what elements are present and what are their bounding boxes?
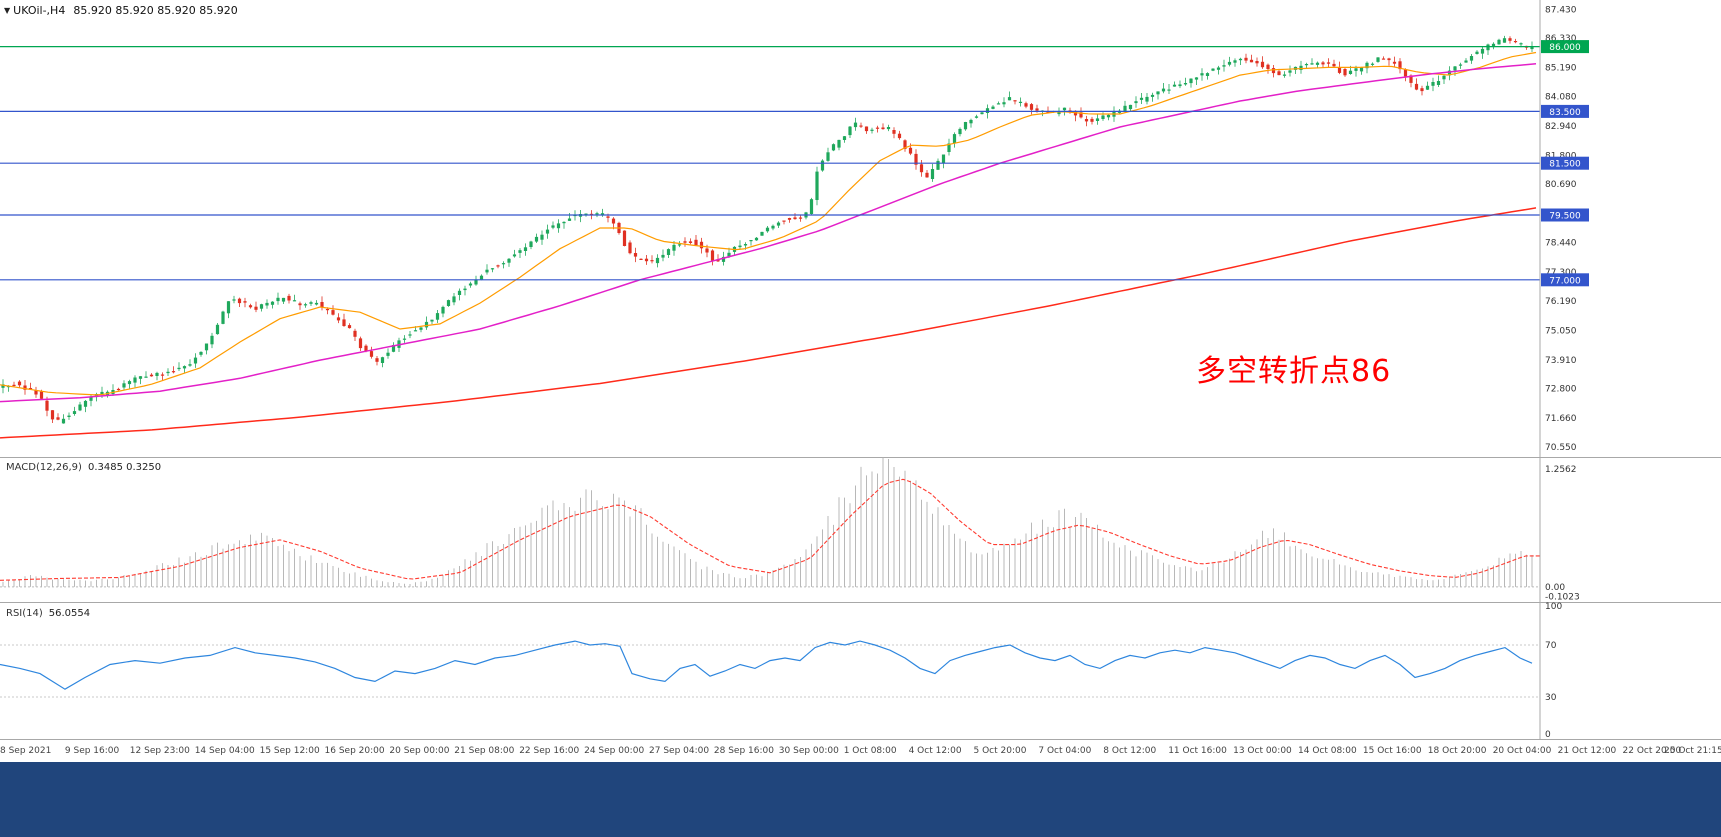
svg-text:70.550: 70.550 [1545, 443, 1577, 453]
price-badge [1541, 40, 1589, 54]
svg-text:1.2562: 1.2562 [1545, 465, 1577, 475]
svg-text:84.080: 84.080 [1545, 92, 1577, 102]
macd-indicator-label: MACD(12,26,9) 0.3485 0.3250 [6, 462, 161, 473]
svg-text:83.500: 83.500 [1549, 108, 1581, 118]
svg-text:21 Oct 12:00: 21 Oct 12:00 [1558, 746, 1617, 756]
symbol-label: UKOil-,H4 [13, 4, 66, 17]
svg-text:27 Sep 04:00: 27 Sep 04:00 [649, 746, 709, 756]
svg-text:8 Sep 2021: 8 Sep 2021 [0, 746, 51, 756]
svg-text:21 Sep 08:00: 21 Sep 08:00 [454, 746, 514, 756]
svg-text:71.660: 71.660 [1545, 414, 1577, 424]
svg-text:15 Oct 16:00: 15 Oct 16:00 [1363, 746, 1422, 756]
svg-text:75.050: 75.050 [1545, 326, 1577, 336]
svg-text:16 Sep 20:00: 16 Sep 20:00 [325, 746, 385, 756]
svg-text:12 Sep 23:00: 12 Sep 23:00 [130, 746, 190, 756]
svg-text:13 Oct 00:00: 13 Oct 00:00 [1233, 746, 1292, 756]
ma-slow [0, 207, 1537, 439]
macd-signal-line [0, 478, 1540, 581]
svg-text:20 Sep 00:00: 20 Sep 00:00 [389, 746, 449, 756]
ma-medium [0, 63, 1537, 403]
svg-text:15 Sep 12:00: 15 Sep 12:00 [260, 746, 320, 756]
price-badge [1541, 156, 1589, 170]
price-badge [1541, 273, 1589, 287]
ma-fast [0, 51, 1537, 396]
svg-text:80.690: 80.690 [1545, 180, 1577, 190]
svg-text:81.500: 81.500 [1549, 160, 1581, 170]
svg-text:100: 100 [1545, 602, 1562, 612]
svg-text:7 Oct 04:00: 7 Oct 04:00 [1038, 746, 1091, 756]
svg-text:72.800: 72.800 [1545, 385, 1577, 395]
rsi-line [0, 640, 1533, 690]
svg-text:73.910: 73.910 [1545, 356, 1577, 366]
time-axis[interactable]: 8 Sep 2021 9 Sep 16:00 12 Sep 23:00 14 Sep … [0, 746, 1721, 756]
rsi-value: 56.0554 [48, 608, 91, 619]
svg-text:9 Sep 16:00: 9 Sep 16:00 [65, 746, 120, 756]
svg-text:76.190: 76.190 [1545, 297, 1577, 307]
price-badge [1541, 104, 1589, 118]
macd-name: MACD(12,26,9) [6, 462, 82, 473]
svg-text:81.800: 81.800 [1545, 151, 1577, 161]
svg-text:-0.1023: -0.1023 [1545, 593, 1580, 603]
ohlc-values: 85.920 85.920 85.920 85.920 [73, 4, 238, 17]
svg-text:18 Oct 20:00: 18 Oct 20:00 [1428, 746, 1487, 756]
rsi-name: RSI(14) [6, 608, 43, 619]
macd-values: 0.3485 0.3250 [87, 462, 162, 473]
svg-text:0: 0 [1545, 730, 1551, 740]
svg-text:70: 70 [1545, 641, 1557, 651]
bottom-bar [0, 762, 1721, 837]
svg-text:77.000: 77.000 [1549, 276, 1581, 286]
svg-text:86.000: 86.000 [1549, 43, 1581, 53]
svg-text:86.330: 86.330 [1545, 34, 1577, 44]
svg-text:5 Oct 20:00: 5 Oct 20:00 [974, 746, 1027, 756]
symbol-info: ▼ UKOil-,H4 85.920 85.920 85.920 85.920 [4, 4, 238, 17]
price-badge [1541, 208, 1589, 222]
svg-text:14 Sep 04:00: 14 Sep 04:00 [195, 746, 255, 756]
svg-text:30 Sep 00:00: 30 Sep 00:00 [779, 746, 839, 756]
annotation-text: 多空转折点86 [1196, 354, 1392, 389]
svg-text:8 Oct 12:00: 8 Oct 12:00 [1103, 746, 1156, 756]
svg-text:25 Oct 21:15: 25 Oct 21:15 [1664, 746, 1721, 756]
svg-text:79.500: 79.500 [1549, 212, 1581, 222]
svg-text:14 Oct 08:00: 14 Oct 08:00 [1298, 746, 1357, 756]
svg-text:28 Sep 16:00: 28 Sep 16:00 [714, 746, 774, 756]
svg-text:22 Oct 20:00: 22 Oct 20:00 [1623, 746, 1682, 756]
macd-histogram [2, 457, 1533, 587]
svg-text:87.430: 87.430 [1545, 6, 1577, 16]
svg-text:0.00: 0.00 [1545, 583, 1565, 593]
svg-text:78.440: 78.440 [1545, 239, 1577, 249]
chart-canvas[interactable]: 87.430 86.330 85.190 84.080 82.940 81.800 80.6… [0, 0, 1721, 762]
svg-text:30: 30 [1545, 693, 1557, 703]
svg-text:77.300: 77.300 [1545, 268, 1577, 278]
price-axis: 87.430 86.330 85.190 84.080 82.940 81.800 80.6… [1545, 6, 1577, 453]
svg-text:82.940: 82.940 [1545, 122, 1577, 132]
svg-text:20 Oct 04:00: 20 Oct 04:00 [1493, 746, 1552, 756]
svg-text:1 Oct 08:00: 1 Oct 08:00 [844, 746, 897, 756]
chevron-down-icon: ▼ [4, 6, 11, 15]
rsi-indicator-label: RSI(14) 56.0554 [6, 608, 90, 619]
svg-text:22 Sep 16:00: 22 Sep 16:00 [519, 746, 579, 756]
svg-text:85.190: 85.190 [1545, 64, 1577, 74]
svg-text:24 Sep 00:00: 24 Sep 00:00 [584, 746, 644, 756]
svg-text:11 Oct 16:00: 11 Oct 16:00 [1168, 746, 1227, 756]
svg-text:4 Oct 12:00: 4 Oct 12:00 [909, 746, 962, 756]
